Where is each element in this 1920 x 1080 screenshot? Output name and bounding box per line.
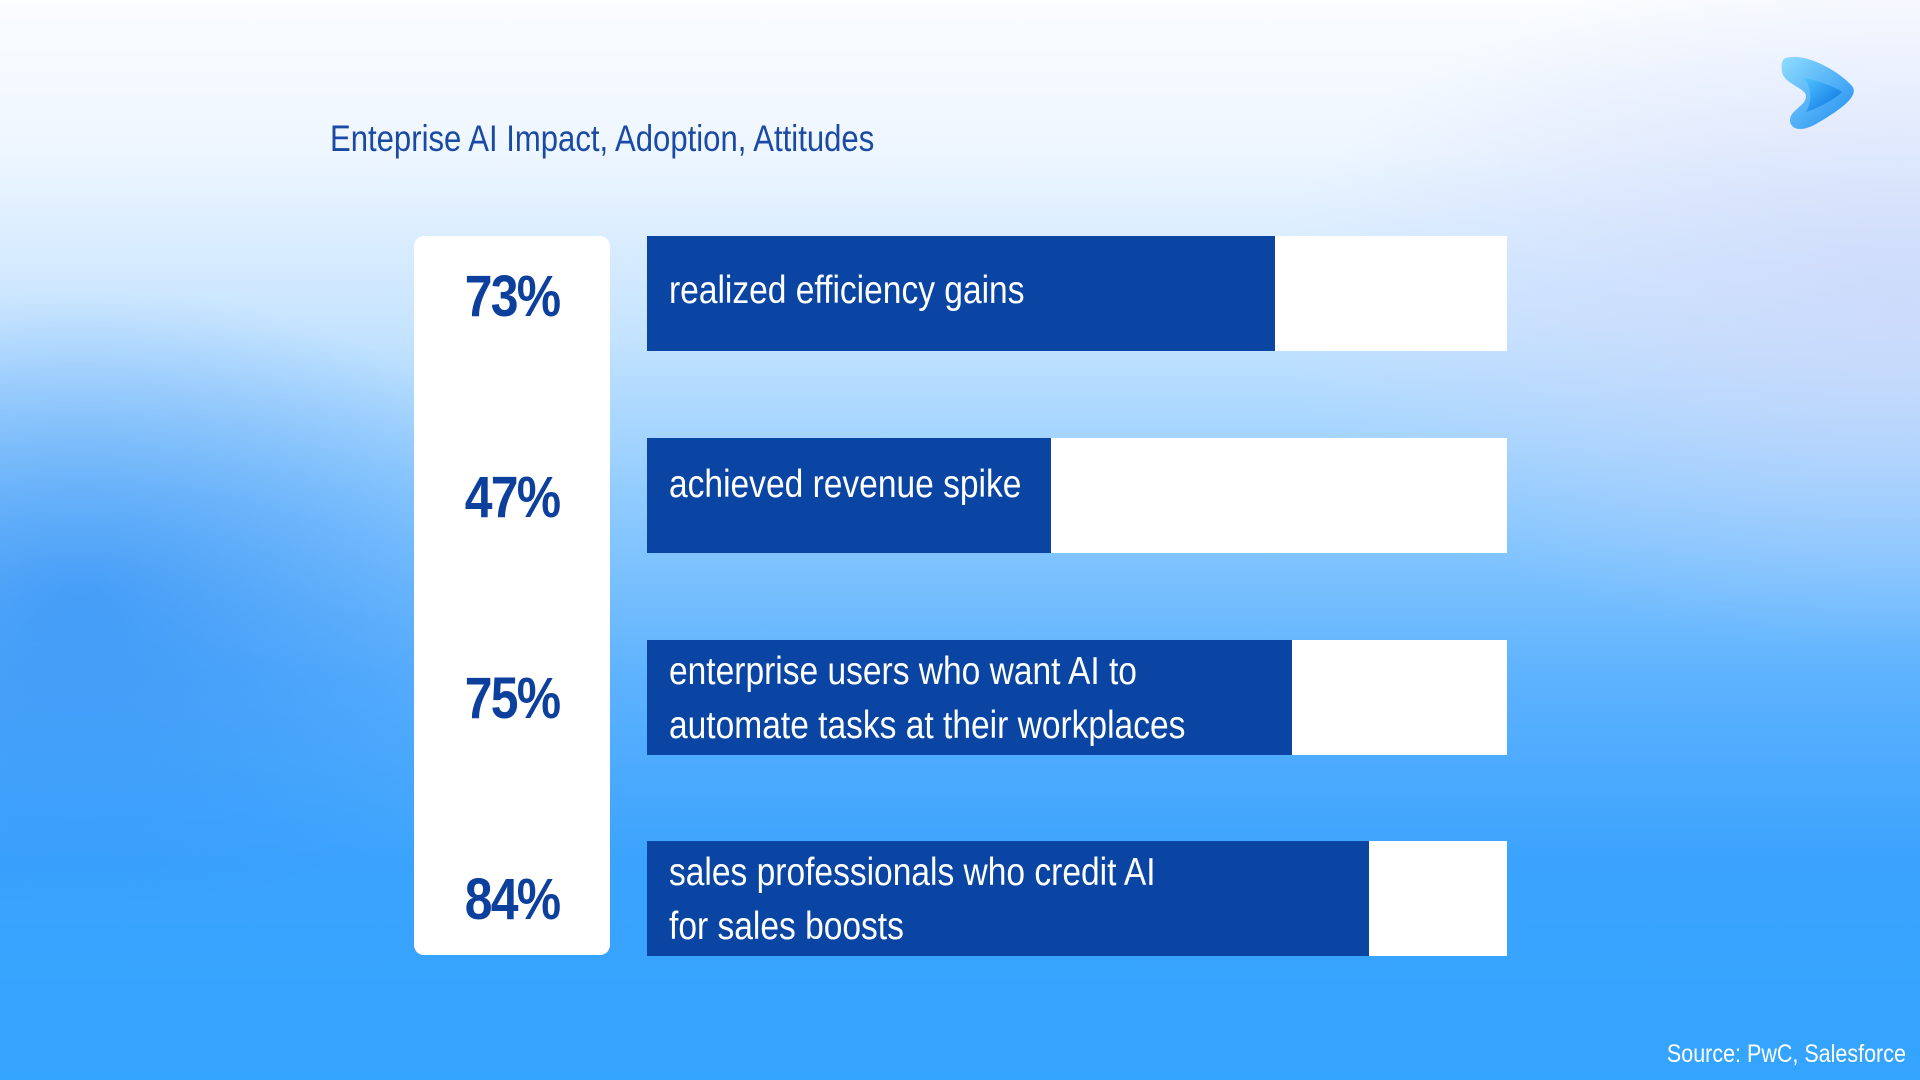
bar-track: achieved revenue spike (647, 438, 1507, 553)
value-panel: 73% 47% 75% 84% (414, 236, 610, 955)
value-label: 84% (464, 867, 561, 932)
value-label: 73% (464, 264, 561, 329)
bar-track: realized efficiency gains (647, 236, 1507, 351)
bar (647, 841, 1369, 956)
bar-label: realized efficiency gains (669, 269, 1025, 312)
bar (647, 236, 1275, 351)
bar (647, 438, 1051, 553)
bar-label: achieved revenue spike (669, 463, 1022, 506)
chart-title: Enteprise AI Impact, Adoption, Attitudes (330, 118, 875, 159)
bar-label: enterprise users who want AI to automate… (669, 650, 1186, 747)
bar (647, 640, 1292, 755)
bar-track: enterprise users who want AI to automate… (647, 640, 1507, 755)
bar-track: sales professionals who credit AI for sa… (647, 841, 1507, 956)
bar-label: sales professionals who credit AI for sa… (669, 851, 1156, 948)
brand-logo-icon (1781, 56, 1854, 129)
value-label: 75% (464, 666, 561, 731)
value-label: 47% (464, 465, 561, 530)
source-note: Source: PwC, Salesforce (1667, 1040, 1906, 1068)
